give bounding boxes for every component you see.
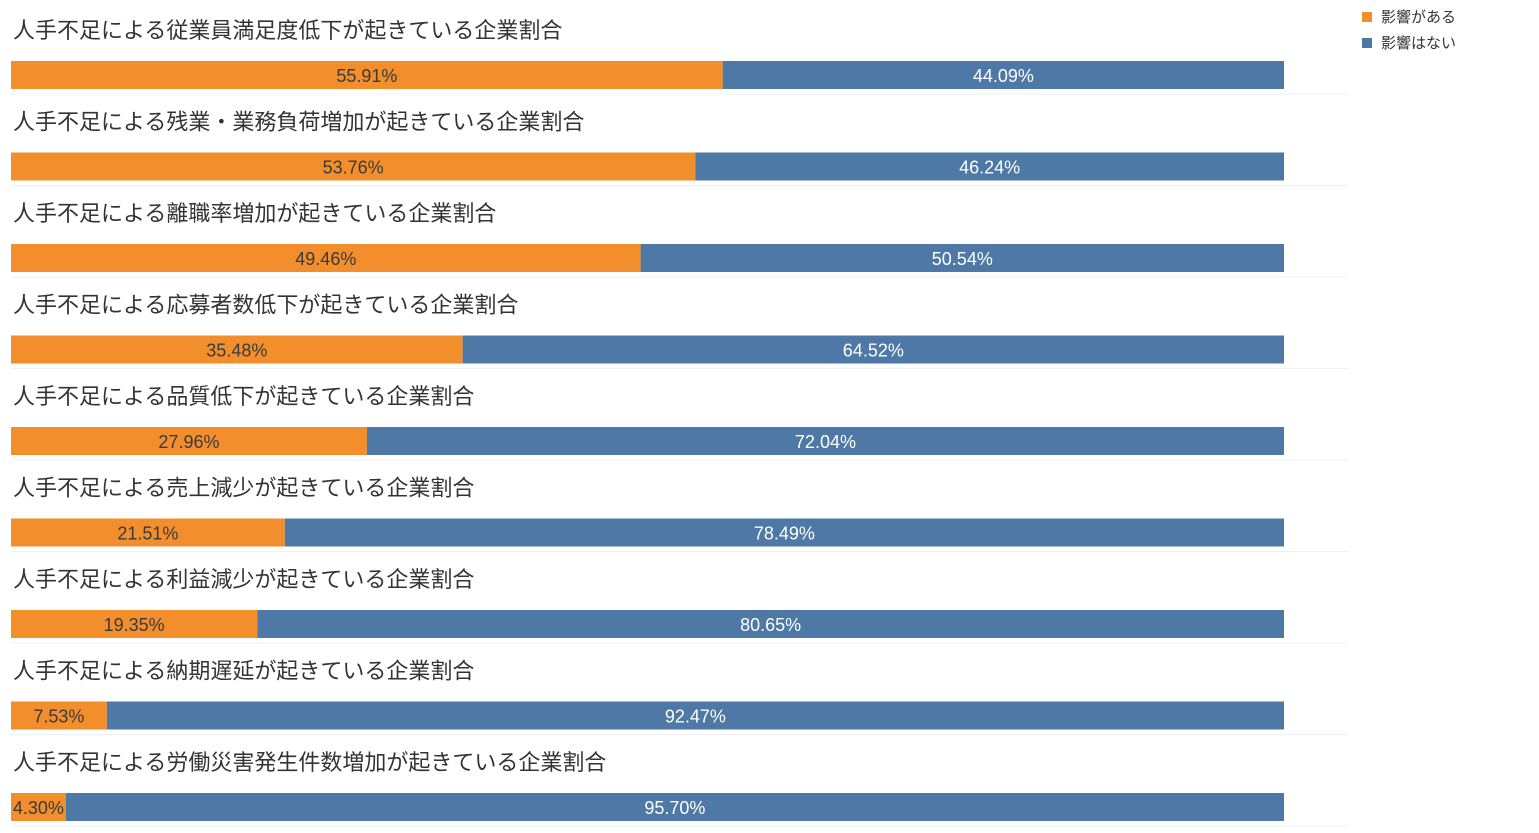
bar-affected [11, 610, 258, 638]
chart-row: 人手不足による利益減少が起きている企業割合 19.35% 80.65% [11, 568, 1348, 644]
row-title: 人手不足による利益減少が起きている企業割合 [13, 568, 474, 593]
bar-affected-label: 4.30% [13, 798, 64, 818]
bar-affected [11, 701, 107, 730]
bar-not-affected [640, 244, 1284, 272]
chart-row: 人手不足による応募者数低下が起きている企業割合 35.48% 64.52% [11, 294, 1348, 369]
bar-affected-label: 27.96% [158, 432, 219, 452]
bar-affected [11, 335, 463, 364]
legend-swatch-not_affected [1362, 38, 1372, 48]
bar-affected [11, 152, 696, 181]
chart-row: 人手不足による売上減少が起きている企業割合 21.51% 78.49% [11, 477, 1348, 552]
row-title: 人手不足による労働災害発生件数増加が起きている企業割合 [13, 751, 606, 776]
bar-not-affected-label: 80.65% [740, 615, 801, 635]
row-title: 人手不足による応募者数低下が起きている企業割合 [13, 294, 518, 319]
bar-not-affected-label: 92.47% [665, 707, 726, 727]
bar-not-affected-label: 72.04% [795, 432, 856, 452]
bar-not-affected [366, 427, 1284, 455]
chart-row: 人手不足による離職率増加が起きている企業割合 49.46% 50.54% [11, 202, 1348, 278]
bar-affected [11, 793, 66, 821]
row-title: 人手不足による納期遅延が起きている企業割合 [13, 660, 474, 685]
bar-affected [11, 427, 367, 455]
row-title: 人手不足による品質低下が起きている企業割合 [13, 385, 474, 410]
bar-affected-label: 19.35% [104, 615, 165, 635]
bar-affected-label: 7.53% [33, 707, 84, 727]
bar-not-affected-label: 95.70% [644, 798, 705, 818]
bar-not-affected [695, 152, 1284, 181]
bar-not-affected [106, 701, 1284, 730]
bar-affected-label: 35.48% [206, 341, 267, 361]
bar-not-affected [722, 61, 1284, 89]
bar-affected [11, 61, 723, 89]
bar-not-affected [65, 793, 1284, 821]
bar-affected-label: 49.46% [295, 249, 356, 269]
bar-affected [11, 518, 285, 547]
bar-not-affected-label: 44.09% [973, 66, 1034, 86]
chart-row: 人手不足による品質低下が起きている企業割合 27.96% 72.04% [11, 385, 1348, 461]
legend-label-affected: 影響がある [1381, 8, 1456, 26]
bar-affected-label: 53.76% [323, 158, 384, 178]
bar-not-affected-label: 46.24% [959, 158, 1020, 178]
row-title: 人手不足による残業・業務負荷増加が起きている企業割合 [13, 111, 584, 136]
bar-not-affected-label: 78.49% [754, 524, 815, 544]
bar-affected-label: 21.51% [117, 524, 178, 544]
chart-row: 人手不足による労働災害発生件数増加が起きている企業割合 4.30% 95.70% [11, 751, 1348, 827]
chart-row: 人手不足による納期遅延が起きている企業割合 7.53% 92.47% [11, 660, 1348, 735]
row-title: 人手不足による売上減少が起きている企業割合 [13, 477, 474, 502]
row-title: 人手不足による離職率増加が起きている企業割合 [13, 202, 496, 227]
bar-not-affected [257, 610, 1285, 638]
bar-affected [11, 244, 641, 272]
bar-not-affected [462, 335, 1284, 364]
chart-row: 人手不足による残業・業務負荷増加が起きている企業割合 53.76% 46.24% [11, 111, 1348, 186]
bar-affected-label: 55.91% [336, 66, 397, 86]
bar-not-affected-label: 64.52% [843, 341, 904, 361]
row-title: 人手不足による従業員満足度低下が起きている企業割合 [13, 19, 562, 44]
legend-swatch-affected [1362, 12, 1372, 22]
bar-not-affected-label: 50.54% [932, 249, 993, 269]
bar-not-affected [284, 518, 1285, 547]
legend-label-not_affected: 影響はない [1381, 34, 1456, 52]
chart-row: 人手不足による従業員満足度低下が起きている企業割合 55.91% 44.09% [11, 19, 1348, 95]
